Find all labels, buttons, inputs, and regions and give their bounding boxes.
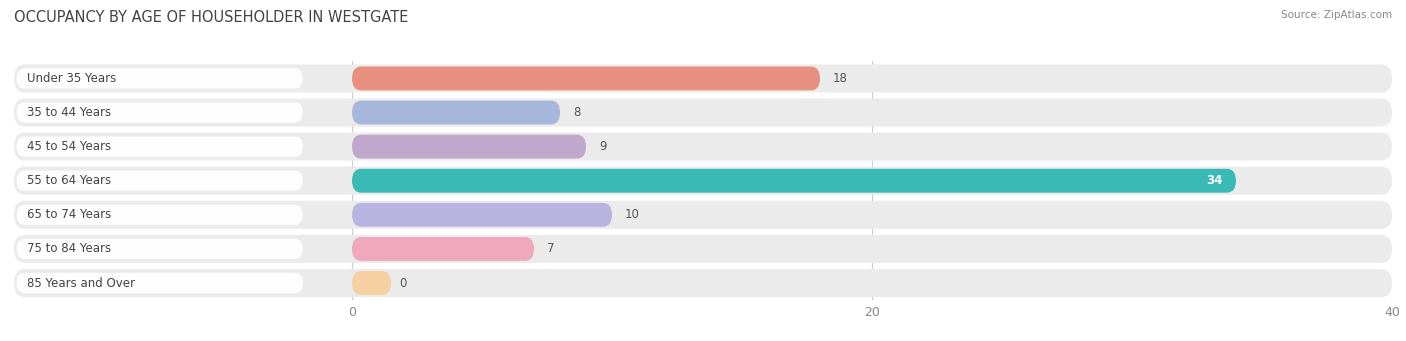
Text: 35 to 44 Years: 35 to 44 Years [27, 106, 111, 119]
FancyBboxPatch shape [352, 135, 586, 159]
Text: 18: 18 [832, 72, 848, 85]
Text: Under 35 Years: Under 35 Years [27, 72, 117, 85]
Text: 8: 8 [574, 106, 581, 119]
FancyBboxPatch shape [352, 237, 534, 261]
FancyBboxPatch shape [14, 235, 1392, 263]
Text: 75 to 84 Years: 75 to 84 Years [27, 242, 111, 255]
FancyBboxPatch shape [14, 269, 1392, 297]
FancyBboxPatch shape [14, 201, 1392, 229]
FancyBboxPatch shape [14, 64, 1392, 92]
FancyBboxPatch shape [352, 203, 612, 227]
FancyBboxPatch shape [14, 133, 1392, 161]
Text: 9: 9 [599, 140, 606, 153]
FancyBboxPatch shape [17, 136, 302, 157]
Text: 34: 34 [1206, 174, 1223, 187]
FancyBboxPatch shape [17, 239, 302, 259]
Text: 55 to 64 Years: 55 to 64 Years [27, 174, 111, 187]
FancyBboxPatch shape [17, 205, 302, 225]
FancyBboxPatch shape [17, 273, 302, 293]
FancyBboxPatch shape [352, 101, 560, 124]
FancyBboxPatch shape [352, 66, 820, 90]
Text: 85 Years and Over: 85 Years and Over [27, 277, 135, 290]
Text: 65 to 74 Years: 65 to 74 Years [27, 208, 111, 221]
FancyBboxPatch shape [17, 102, 302, 123]
Text: OCCUPANCY BY AGE OF HOUSEHOLDER IN WESTGATE: OCCUPANCY BY AGE OF HOUSEHOLDER IN WESTG… [14, 10, 408, 25]
FancyBboxPatch shape [17, 170, 302, 191]
Text: Source: ZipAtlas.com: Source: ZipAtlas.com [1281, 10, 1392, 20]
Text: 0: 0 [399, 277, 406, 290]
Text: 45 to 54 Years: 45 to 54 Years [27, 140, 111, 153]
Text: 10: 10 [626, 208, 640, 221]
Text: 7: 7 [547, 242, 554, 255]
FancyBboxPatch shape [352, 271, 391, 295]
FancyBboxPatch shape [352, 169, 1236, 193]
FancyBboxPatch shape [14, 99, 1392, 127]
FancyBboxPatch shape [14, 167, 1392, 195]
FancyBboxPatch shape [17, 68, 302, 89]
